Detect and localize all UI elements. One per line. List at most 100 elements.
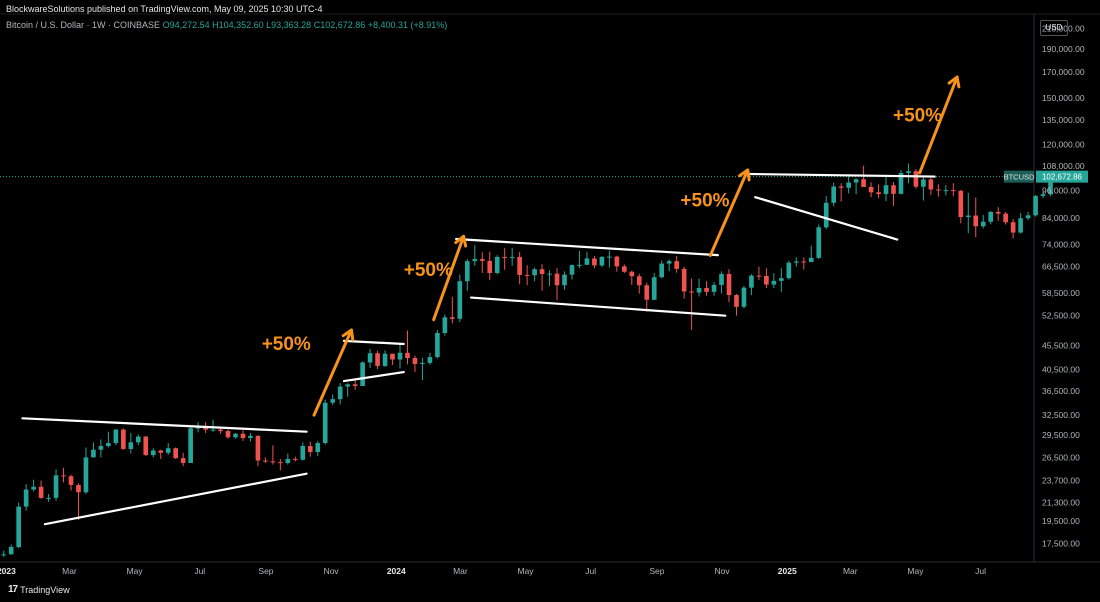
candle-body (248, 435, 253, 439)
currency-button[interactable]: USD (1040, 20, 1068, 36)
tradingview-footer[interactable]: 17 TradingView (8, 584, 70, 595)
symbol-tag-bg (1004, 170, 1034, 183)
candle-body (831, 186, 837, 203)
time-tick-label: Nov (324, 566, 340, 576)
candle (756, 266, 762, 280)
candle (876, 184, 881, 199)
candle (412, 355, 418, 373)
candle-body (808, 257, 814, 263)
candle-body (121, 429, 126, 449)
candle-body (786, 262, 792, 279)
candle-body (106, 443, 111, 446)
candle-body (1025, 215, 1031, 219)
candle (180, 452, 186, 467)
candle-body (838, 186, 844, 188)
price-tick-label: 19,500.00 (1042, 516, 1080, 526)
candle (382, 350, 388, 367)
candle-body (607, 256, 612, 258)
price-tick-label: 36,500.00 (1042, 386, 1080, 396)
candle (921, 176, 926, 201)
candle (427, 352, 433, 365)
candle-body (420, 362, 425, 364)
candle-body (764, 275, 769, 285)
candle-body (898, 172, 904, 194)
candle (285, 453, 291, 465)
candle-body (584, 258, 590, 265)
candle (457, 274, 463, 323)
candle (300, 442, 306, 461)
projection-arrow (918, 75, 961, 175)
candle (838, 183, 844, 202)
candle (973, 197, 979, 238)
candle (315, 440, 321, 456)
candle (248, 433, 253, 442)
candle-body (173, 448, 179, 459)
candle (8, 544, 14, 555)
time-axis[interactable]: 2023 Mar May Jul Sep Nov 2024 Mar May Jul Sep Nov 20… (0, 566, 986, 576)
candle-body (412, 358, 418, 364)
candle (233, 433, 238, 439)
candle (562, 271, 567, 290)
candle-body (240, 433, 246, 439)
candle (98, 439, 104, 458)
candle-body (622, 266, 627, 272)
candle (539, 264, 545, 291)
candle-body (921, 179, 926, 187)
candle (240, 430, 246, 441)
candle (31, 479, 36, 492)
candle-body (704, 288, 709, 292)
candle-body (1010, 222, 1016, 233)
price-axis[interactable]: 17,500.00 19,500.00 21,300.00 23,700.00 26,5… (1042, 23, 1085, 548)
candle-body (233, 433, 238, 438)
candle-body (1, 554, 7, 556)
candle (128, 433, 134, 454)
time-tick-label: Mar (843, 566, 858, 576)
candle (1025, 211, 1031, 220)
candle-body (958, 190, 964, 218)
candle-body (644, 285, 650, 300)
candle (494, 255, 500, 275)
candle-body (464, 261, 470, 282)
candle-body (756, 275, 762, 277)
candle (375, 350, 380, 369)
candle-body (846, 182, 851, 188)
candle (696, 278, 702, 297)
candle (442, 314, 448, 336)
candle (592, 256, 597, 269)
candle-body (285, 458, 291, 463)
annotations: +50% +50% +50% +50% (262, 105, 943, 355)
candle (704, 281, 709, 296)
candle-body (375, 353, 380, 366)
candle-body (397, 352, 403, 360)
candle (188, 426, 193, 463)
candle-body (442, 317, 448, 333)
candle-body (188, 428, 193, 463)
candle-body (666, 261, 672, 264)
arrow-head (947, 75, 961, 89)
candle (367, 349, 373, 368)
arrow-head (341, 328, 355, 342)
candle-body (472, 259, 478, 262)
price-tick-label: 29,500.00 (1042, 430, 1080, 440)
candle-body (883, 185, 889, 195)
candle-body (853, 179, 859, 183)
candle (121, 428, 126, 450)
candle-body (547, 273, 552, 275)
price-tick-label: 74,000.00 (1042, 240, 1080, 250)
candle (801, 257, 807, 270)
candle-body (577, 264, 582, 266)
candle-body (1018, 218, 1023, 233)
candle (307, 441, 313, 457)
candle-body (823, 202, 829, 228)
candle (1018, 213, 1023, 234)
candle (1040, 191, 1046, 199)
candle (547, 270, 552, 286)
candle (106, 431, 111, 448)
candle-body (861, 179, 866, 187)
price-tick-label: 108,000.00 (1042, 161, 1085, 171)
candle (584, 251, 590, 266)
tradingview-brand: TradingView (20, 584, 70, 595)
candle-body (876, 192, 881, 195)
